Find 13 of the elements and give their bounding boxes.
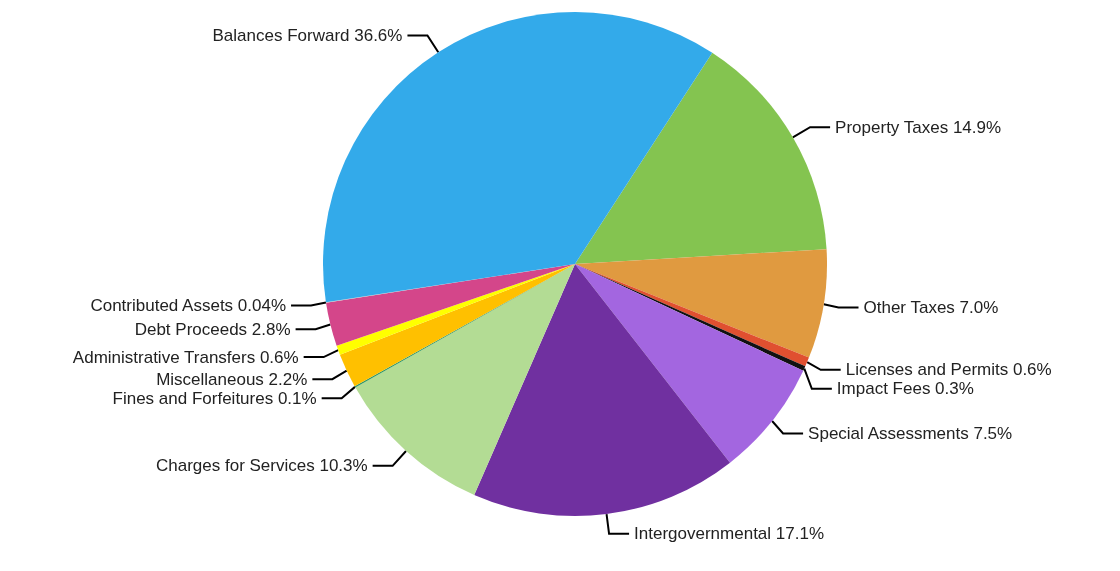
slice-label: Intergovernmental 17.1% bbox=[634, 524, 825, 544]
slice-label: Property Taxes 14.9% bbox=[835, 117, 1002, 137]
slice-label: Impact Fees 0.3% bbox=[836, 379, 974, 399]
slice-label: Other Taxes 7.0% bbox=[863, 298, 999, 318]
slice-label: Charges for Services 10.3% bbox=[155, 456, 368, 476]
slice-label: Contributed Assets 0.04% bbox=[90, 296, 287, 316]
slice-label: Licenses and Permits 0.6% bbox=[845, 360, 1052, 380]
slice-label: Fines and Forfeitures 0.1% bbox=[112, 388, 317, 408]
slice-label: Debt Proceeds 2.8% bbox=[134, 319, 291, 339]
slice-label: Miscellaneous 2.2% bbox=[156, 369, 308, 389]
slice-label: Special Assessments 7.5% bbox=[808, 423, 1013, 443]
slice-label: Administrative Transfers 0.6% bbox=[72, 347, 299, 367]
slice-label: Balances Forward 36.6% bbox=[212, 26, 403, 45]
